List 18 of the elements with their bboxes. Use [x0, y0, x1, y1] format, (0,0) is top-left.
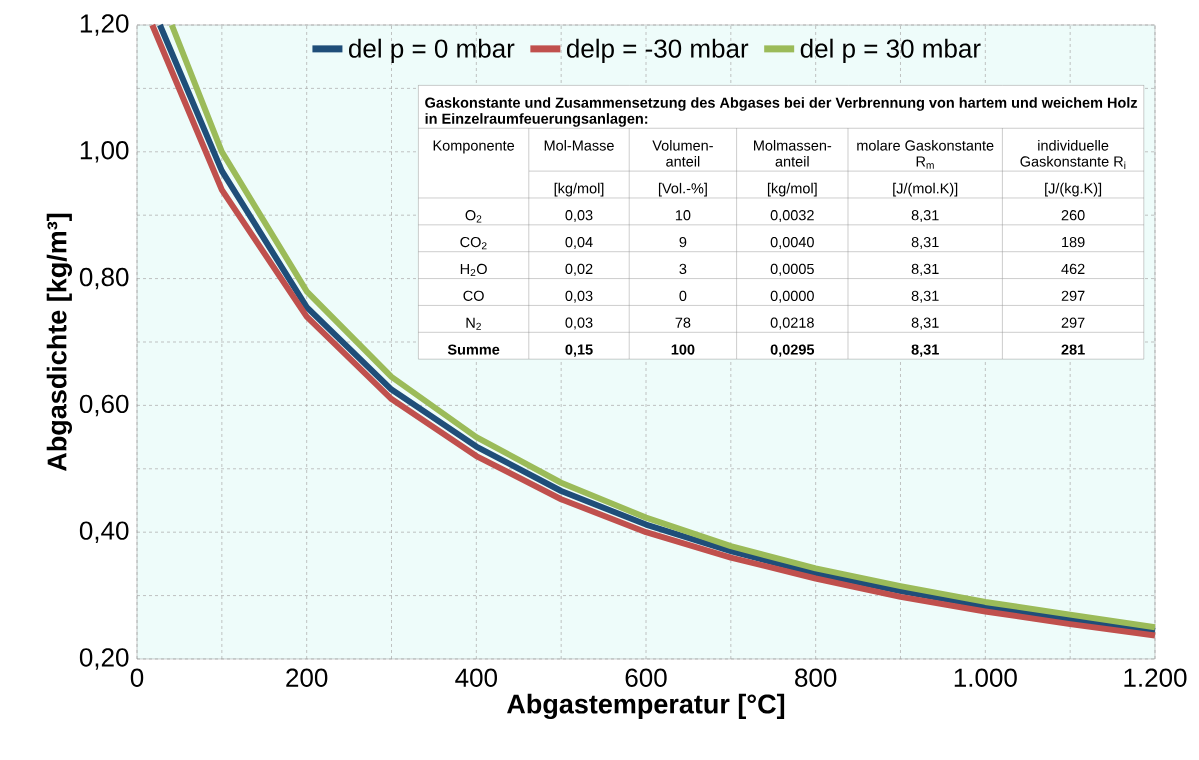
x-tick-label: 600 [625, 668, 667, 687]
y-tick-label: 1,20 [80, 14, 129, 36]
y-tick-label: 0,20 [79, 648, 129, 670]
x-tick-label: 1.000 [954, 668, 1017, 687]
y-tick-label: 0,40 [79, 521, 129, 543]
y-tick-label: 1,00 [80, 141, 129, 163]
x-tick-label: 200 [286, 668, 328, 687]
y-axis-title: Abgasdichte [kg/m³] [46, 213, 73, 472]
y-tick-label: 0,80 [79, 267, 129, 290]
legend-label: delp = -30 mbar [566, 38, 749, 63]
x-axis-title: Abgastemperatur [°C] [507, 693, 785, 720]
x-tick-label: 0 [130, 668, 144, 687]
legend-label: del p = 30 mbar [800, 38, 981, 63]
x-tick-label: 1.200 [1124, 668, 1187, 687]
x-tick-label: 800 [795, 668, 837, 687]
x-tick-label: 400 [455, 668, 497, 687]
legend-label: del p = 0 mbar [349, 38, 515, 63]
y-tick-label: 0,60 [79, 394, 129, 417]
